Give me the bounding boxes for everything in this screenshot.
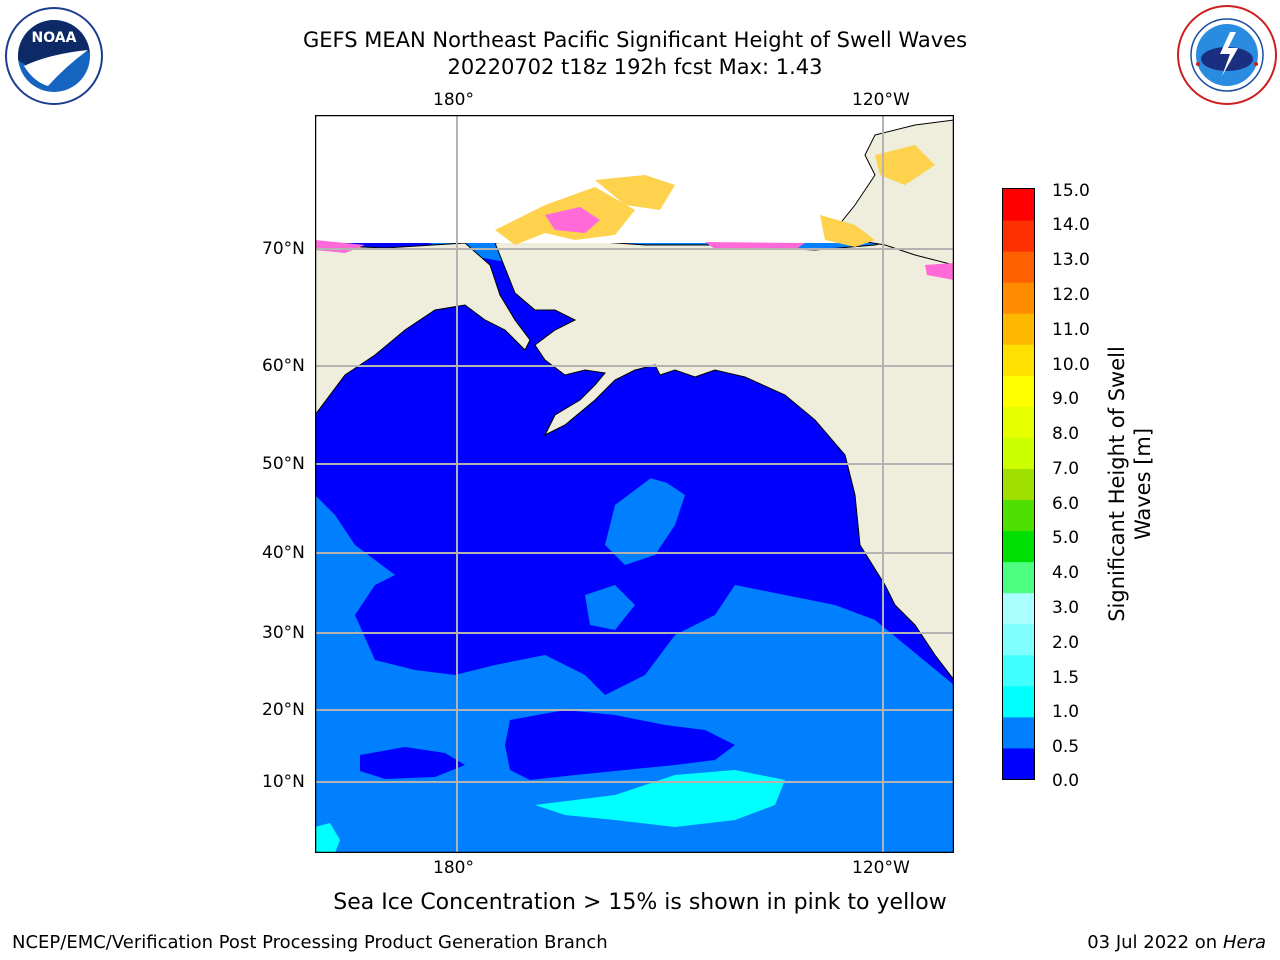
sea-ice-yellow-archipelago [875,145,935,185]
cbar-tick: 15.0 [1052,181,1090,201]
colorbar-title-line2: Waves [m] [1131,428,1155,540]
lat-label-70n: 70°N [262,239,305,259]
footer-date: 03 Jul 2022 on [1087,932,1223,953]
colorbar-swatch [1003,654,1034,687]
graticule [315,115,954,853]
swell-band-0-0.5-alaska [315,325,855,515]
colorbar-swatches [1003,189,1034,780]
map-panel [314,114,955,854]
colorbar-swatch [1003,499,1034,532]
cbar-tick: 3.0 [1052,598,1080,618]
cbar-tick: 6.0 [1052,494,1080,514]
top-lon-label-180: 180° [433,90,474,110]
sea-ice-caption: Sea Ice Concentration > 15% is shown in … [333,890,947,915]
lat-label-10n: 10°N [262,772,305,792]
colorbar-swatch [1003,189,1034,221]
nws-logo [1176,4,1278,106]
sea-ice-pink-east [925,263,954,280]
footer-left: NCEP/EMC/Verification Post Processing Pr… [12,932,608,953]
cbar-tick: 0.5 [1052,737,1080,757]
cbar-tick: 14.0 [1052,215,1090,235]
swell-band-1-1.5 [535,770,785,827]
colorbar-title: Significant Height of Swell Waves [m] [1100,188,1160,780]
cbar-tick: 0.0 [1052,771,1080,791]
colorbar [1002,188,1035,780]
swell-band-0-0.5-west [360,747,465,779]
colorbar-swatch [1003,716,1034,749]
footer-right: 03 Jul 2022 on Hera [1087,932,1266,953]
lat-label-40n: 40°N [262,543,305,563]
cbar-tick: 2.0 [1052,633,1080,653]
footer-machine: Hera [1222,932,1266,953]
colorbar-swatch [1003,530,1034,563]
cbar-tick: 4.0 [1052,563,1080,583]
top-lon-label-120w: 120°W [852,90,910,110]
colorbar-swatch [1003,313,1034,345]
chart-title: GEFS MEAN Northeast Pacific Significant … [302,28,968,52]
colorbar-swatch [1003,468,1034,501]
cbar-tick: 9.0 [1052,389,1080,409]
swell-band-0.5-1-patch-north [605,475,685,565]
lat-label-20n: 20°N [262,700,305,720]
colorbar-swatch [1003,437,1034,469]
colorbar-swatch [1003,251,1034,283]
lat-label-30n: 30°N [262,623,305,643]
colorbar-swatch [1003,375,1034,407]
chart-subtitle: 20220702 t18z 192h fcst Max: 1.43 [447,55,823,79]
swell-band-0-0.5-south [505,710,735,780]
bottom-lon-label-120w: 120°W [852,858,910,878]
sea-ice-yellow-canada [820,215,875,247]
colorbar-swatch [1003,282,1034,314]
colorbar-swatch [1003,747,1034,780]
bottom-lon-label-180: 180° [433,858,474,878]
land-siberia [314,242,531,417]
cbar-tick: 13.0 [1052,250,1090,270]
swell-band-0.5-1-patch-mid [585,585,635,630]
swell-height-map [314,114,955,854]
colorbar-swatch [1003,406,1034,438]
lat-label-60n: 60°N [262,356,305,376]
cbar-tick: 10.0 [1052,355,1090,375]
cbar-tick: 12.0 [1052,285,1090,305]
sea-ice-pink-chukchi [545,207,600,233]
sea-ice-yellow-north [595,175,675,210]
colorbar-swatch [1003,220,1034,252]
cbar-tick: 1.5 [1052,668,1080,688]
noaa-logo: NOAA [4,6,104,106]
map-frame [314,114,955,854]
cbar-tick: 1.0 [1052,702,1080,722]
swell-band-1-1.5-west [315,823,340,853]
cbar-tick: 8.0 [1052,424,1080,444]
cbar-tick: 5.0 [1052,528,1080,548]
colorbar-swatch [1003,685,1034,718]
lat-label-50n: 50°N [262,454,305,474]
colorbar-swatch [1003,561,1034,594]
cbar-tick: 11.0 [1052,320,1090,340]
colorbar-title-line1: Significant Height of Swell [1105,346,1129,622]
svg-text:NOAA: NOAA [32,30,77,46]
cbar-tick: 7.0 [1052,459,1080,479]
colorbar-swatch [1003,623,1034,656]
colorbar-swatch [1003,344,1034,376]
colorbar-swatch [1003,592,1034,625]
